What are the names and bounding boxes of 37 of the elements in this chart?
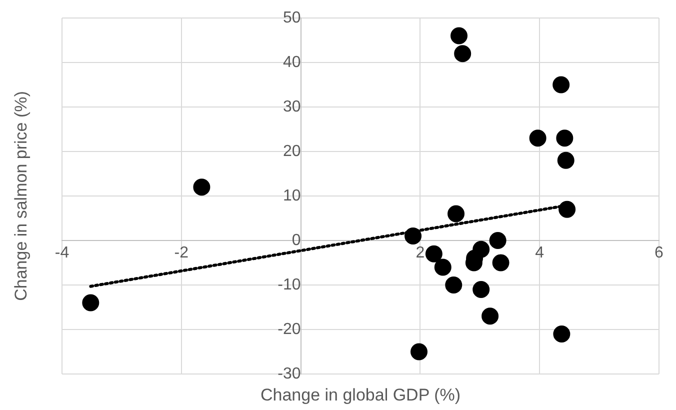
x-tick-label: 2 [416, 244, 425, 262]
point [557, 152, 574, 169]
point [454, 45, 472, 62]
point [193, 178, 210, 196]
point [404, 228, 422, 245]
x-tick-label: -2 [174, 244, 189, 262]
y-tick-label: -30 [278, 365, 301, 382]
point [552, 76, 570, 94]
point [450, 27, 468, 44]
point [434, 258, 452, 276]
y-axis-title: Change in salmon price (%) [12, 91, 31, 301]
point [553, 325, 570, 342]
point [82, 294, 100, 312]
point [492, 254, 510, 272]
point [425, 245, 442, 262]
x-axis-title: Change in global GDP (%) [260, 386, 461, 405]
point [448, 205, 465, 222]
point [558, 200, 576, 218]
y-tick-label: 20 [283, 142, 301, 160]
y-tick-label: 40 [283, 54, 301, 71]
point [489, 232, 506, 249]
y-tick-label: 0 [292, 232, 301, 249]
y-tick-label: 30 [283, 98, 301, 116]
y-tick-label: 50 [283, 9, 301, 26]
x-tick-label: 4 [535, 244, 544, 262]
y-tick-label: -20 [278, 320, 301, 338]
point [482, 308, 499, 325]
point [472, 240, 490, 258]
point [472, 280, 490, 298]
y-tick-label: 10 [283, 187, 301, 204]
x-tick-label: -4 [54, 244, 70, 262]
y-tick-label: -10 [278, 276, 301, 294]
x-tick-label: 6 [654, 244, 664, 262]
point [556, 130, 574, 147]
point [445, 276, 462, 294]
point [410, 343, 428, 360]
point [529, 130, 546, 147]
